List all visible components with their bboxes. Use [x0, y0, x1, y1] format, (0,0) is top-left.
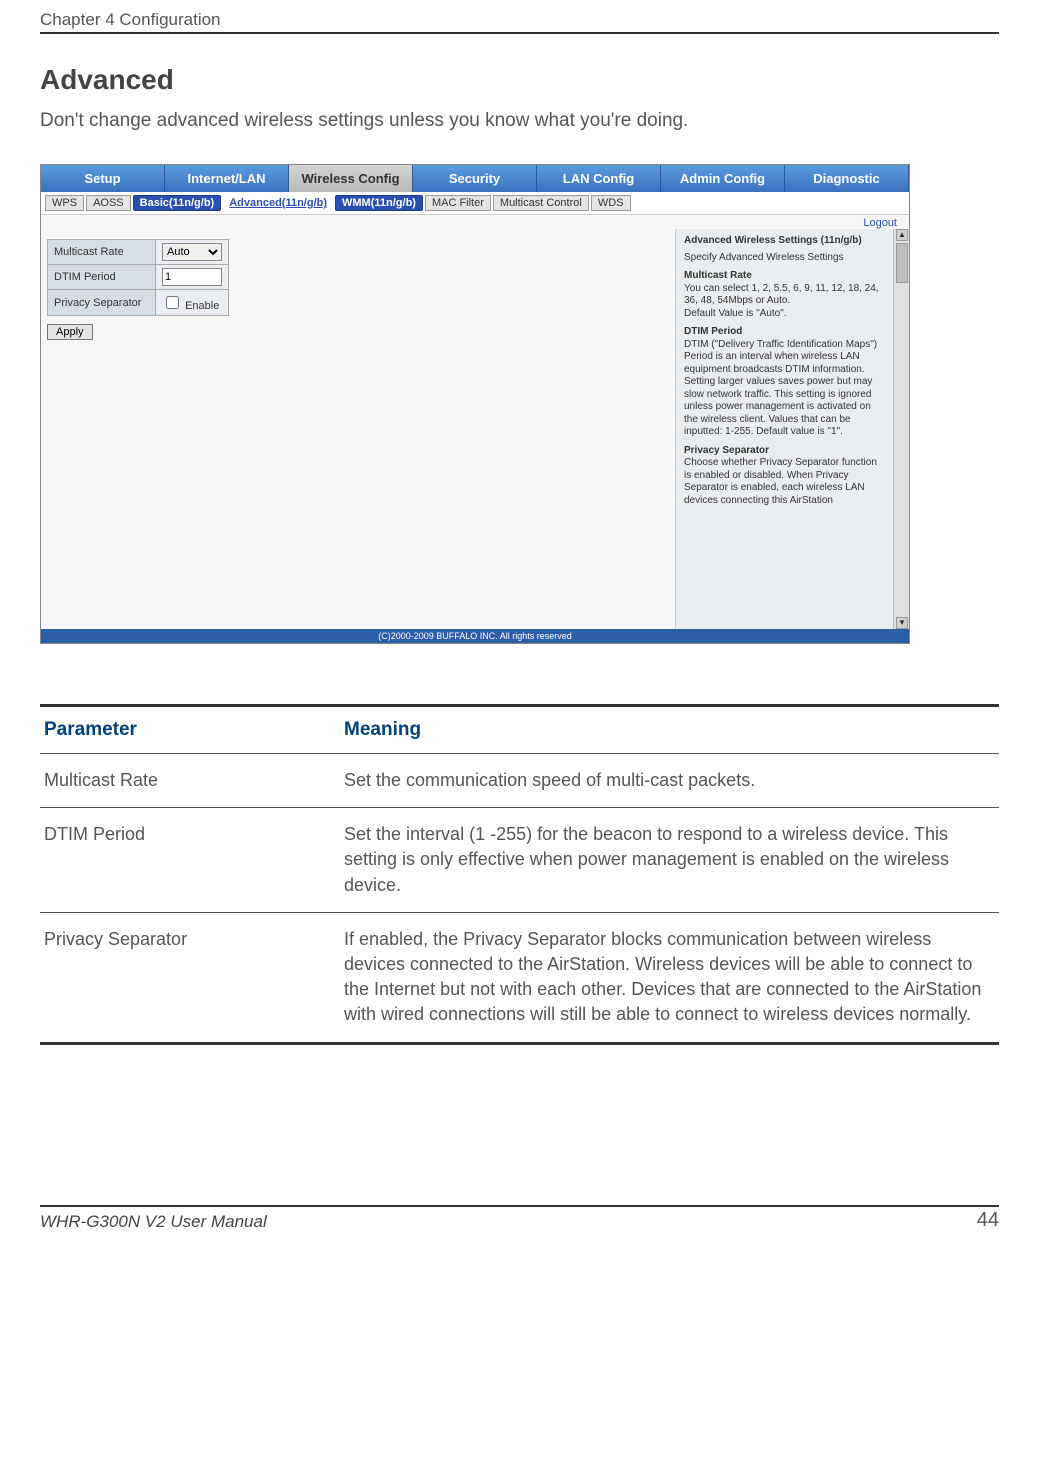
tab-diagnostic[interactable]: Diagnostic	[785, 165, 909, 192]
chapter-header: Chapter 4 Configuration	[40, 10, 999, 34]
help-h-multicast: Multicast Rate	[684, 270, 885, 283]
subtab-wmm[interactable]: WMM(11n/g/b)	[335, 195, 423, 211]
scroll-thumb[interactable]	[896, 243, 908, 283]
main-tabs: Setup Internet/LAN Wireless Config Secur…	[41, 165, 909, 192]
param-meaning: Set the interval (1 -255) for the beacon…	[340, 808, 999, 913]
tab-lan-config[interactable]: LAN Config	[537, 165, 661, 192]
dtim-period-input[interactable]	[162, 268, 222, 286]
subtab-aoss[interactable]: AOSS	[86, 195, 131, 211]
privacy-separator-checkbox[interactable]	[166, 296, 179, 309]
subtab-advanced[interactable]: Advanced(11n/g/b)	[223, 196, 333, 210]
scroll-up-arrow[interactable]: ▲	[896, 229, 908, 241]
logout-link[interactable]: Logout	[863, 217, 897, 229]
multicast-rate-select[interactable]: Auto	[162, 243, 222, 261]
help-scrollbar[interactable]: ▲ ▼	[893, 229, 909, 629]
tab-internet-lan[interactable]: Internet/LAN	[165, 165, 289, 192]
help-p-dtim: DTIM ("Delivery Traffic Identification M…	[684, 339, 885, 439]
subtab-mac-filter[interactable]: MAC Filter	[425, 195, 491, 211]
manual-name: WHR-G300N V2 User Manual	[40, 1212, 267, 1232]
tab-wireless-config[interactable]: Wireless Config	[289, 165, 413, 192]
help-intro: Specify Advanced Wireless Settings	[684, 252, 885, 265]
param-meaning: If enabled, the Privacy Separator blocks…	[340, 912, 999, 1043]
help-p-multicast: You can select 1, 2, 5.5, 6, 9, 11, 12, …	[684, 283, 885, 321]
dtim-period-label: DTIM Period	[48, 265, 156, 290]
multicast-rate-label: Multicast Rate	[48, 240, 156, 265]
help-title: Advanced Wireless Settings (11n/g/b)	[684, 235, 885, 248]
privacy-separator-enable-text: Enable	[185, 300, 219, 312]
param-name: Multicast Rate	[40, 754, 340, 808]
tab-admin-config[interactable]: Admin Config	[661, 165, 785, 192]
subtab-multicast-control[interactable]: Multicast Control	[493, 195, 589, 211]
subtab-wps[interactable]: WPS	[45, 195, 84, 211]
subtab-wds[interactable]: WDS	[591, 195, 631, 211]
parameter-table: Parameter Meaning Multicast Rate Set the…	[40, 704, 999, 1045]
privacy-separator-label: Privacy Separator	[48, 290, 156, 316]
help-h-dtim: DTIM Period	[684, 326, 885, 339]
screenshot-footer-bar: (C)2000-2009 BUFFALO INC. All rights res…	[41, 629, 909, 643]
subtab-basic[interactable]: Basic(11n/g/b)	[133, 195, 222, 211]
help-h-privacy: Privacy Separator	[684, 445, 885, 458]
settings-pane: Multicast Rate Auto DTIM Period Privacy …	[41, 229, 291, 629]
section-title: Advanced	[40, 64, 999, 96]
param-name: DTIM Period	[40, 808, 340, 913]
param-meaning: Set the communication speed of multi-cas…	[340, 754, 999, 808]
scroll-down-arrow[interactable]: ▼	[896, 617, 908, 629]
apply-button[interactable]: Apply	[47, 324, 93, 340]
param-name: Privacy Separator	[40, 912, 340, 1043]
param-header-meaning: Meaning	[340, 706, 999, 754]
config-screenshot: Setup Internet/LAN Wireless Config Secur…	[40, 164, 910, 644]
page-number: 44	[977, 1209, 999, 1232]
help-p-privacy: Choose whether Privacy Separator functio…	[684, 457, 885, 507]
tab-security[interactable]: Security	[413, 165, 537, 192]
tab-setup[interactable]: Setup	[41, 165, 165, 192]
help-pane: Advanced Wireless Settings (11n/g/b) Spe…	[675, 229, 893, 629]
sub-tabs: WPS AOSS Basic(11n/g/b) Advanced(11n/g/b…	[41, 192, 909, 215]
section-desc: Don't change advanced wireless settings …	[40, 110, 999, 132]
logout-row: Logout	[41, 215, 909, 229]
param-header-parameter: Parameter	[40, 706, 340, 754]
